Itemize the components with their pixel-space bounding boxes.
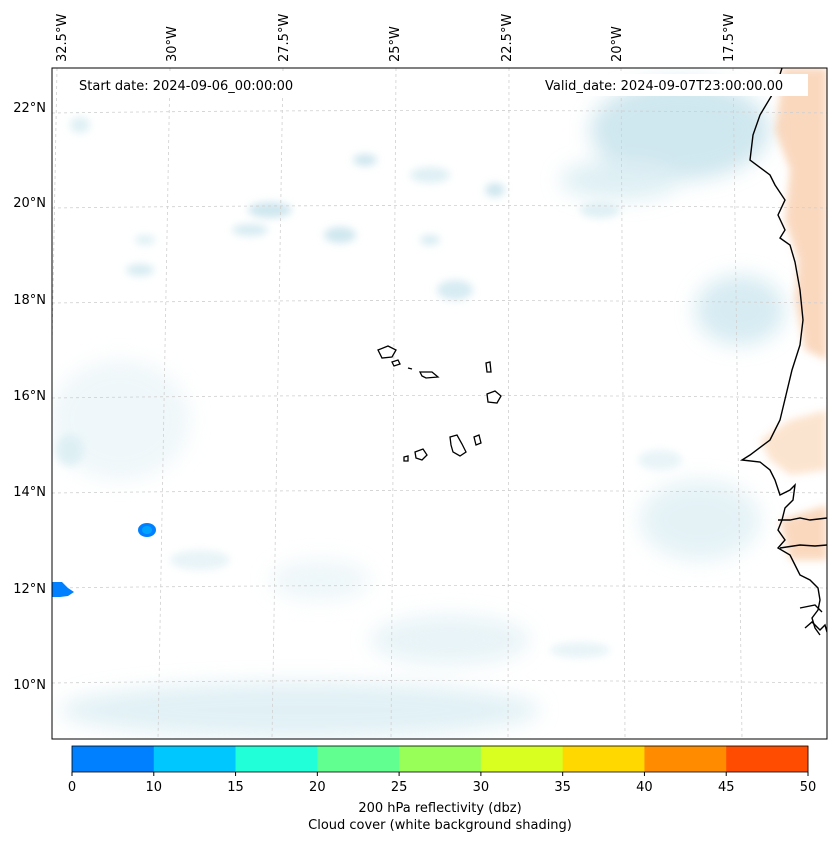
longitude-ticks: 32.5°W 30°W 27.5°W 25°W 22.5°W 20°W 17.5… bbox=[55, 14, 737, 62]
lon-tick-30w: 30°W bbox=[165, 26, 180, 62]
colorbar-tick-label-4: 25 bbox=[391, 780, 408, 795]
colorbar: 0 10 15 20 25 30 35 40 45 50 bbox=[68, 745, 816, 795]
lat-tick-22n: 22°N bbox=[13, 101, 46, 116]
lon-tick-17-5w: 17.5°W bbox=[722, 14, 737, 62]
reflectivity-echoes bbox=[52, 523, 156, 597]
colorbar-ticks: 0 10 15 20 25 30 35 40 45 50 bbox=[68, 772, 816, 795]
colorbar-swatches bbox=[72, 746, 809, 772]
island-santo-antao bbox=[377, 345, 397, 359]
colorbar-swatch-3 bbox=[317, 746, 400, 772]
valid-date-label: Valid_date: 2024-09-07T23:00:00.00 bbox=[545, 79, 783, 94]
lat-tick-10n: 10°N bbox=[13, 678, 46, 693]
island-sao-nicolau bbox=[418, 371, 440, 379]
colorbar-tick-label-1: 10 bbox=[146, 780, 163, 795]
colorbar-tick-label-0: 0 bbox=[68, 780, 76, 795]
colorbar-swatch-7 bbox=[644, 746, 727, 772]
colorbar-label-reflectivity: 200 hPa reflectivity (dbz) bbox=[358, 801, 522, 816]
lat-tick-18n: 18°N bbox=[13, 293, 46, 308]
map-frame bbox=[51, 67, 828, 740]
coastline bbox=[739, 68, 827, 636]
start-date-label: Start date: 2024-09-06_00:00:00 bbox=[79, 79, 293, 94]
colorbar-frame bbox=[71, 745, 809, 773]
colorbar-swatch-6 bbox=[562, 746, 645, 772]
colorbar-swatch-8 bbox=[726, 746, 809, 772]
colorbar-tick-label-7: 40 bbox=[636, 780, 653, 795]
island-boa-vista bbox=[486, 390, 502, 404]
lon-tick-32-5w: 32.5°W bbox=[55, 14, 70, 62]
lon-tick-20w: 20°W bbox=[610, 26, 625, 62]
island-sao-vicente bbox=[391, 359, 401, 367]
colorbar-tick-label-5: 30 bbox=[473, 780, 490, 795]
latitude-ticks: 22°N 20°N 18°N 16°N 14°N 12°N 10°N bbox=[13, 101, 46, 693]
colorbar-swatch-1 bbox=[153, 746, 237, 772]
colorbar-label-cloud-cover: Cloud cover (white background shading) bbox=[308, 818, 572, 833]
valid-date-box bbox=[536, 74, 808, 96]
island-sal bbox=[485, 361, 492, 373]
colorbar-tick-label-9: 50 bbox=[800, 780, 817, 795]
colorbar-tick-label-3: 20 bbox=[309, 780, 326, 795]
cape-verde-islands bbox=[377, 345, 502, 462]
lon-tick-27-5w: 27.5°W bbox=[277, 14, 292, 62]
island-brava bbox=[403, 455, 409, 462]
lat-tick-16n: 16°N bbox=[13, 389, 46, 404]
lat-tick-20n: 20°N bbox=[13, 196, 46, 211]
lat-tick-12n: 12°N bbox=[13, 582, 46, 597]
lon-tick-25w: 25°W bbox=[388, 26, 403, 62]
island-santiago bbox=[449, 434, 467, 457]
graticule bbox=[52, 68, 827, 739]
colorbar-swatch-2 bbox=[235, 746, 318, 772]
colorbar-tick-label-8: 45 bbox=[718, 780, 735, 795]
colorbar-tick-label-6: 35 bbox=[554, 780, 571, 795]
lon-tick-22-5w: 22.5°W bbox=[500, 14, 515, 62]
start-date-box bbox=[68, 74, 318, 96]
cloud-cover-shading bbox=[52, 80, 785, 738]
island-fogo bbox=[414, 448, 428, 461]
lat-tick-14n: 14°N bbox=[13, 485, 46, 500]
colorbar-swatch-0 bbox=[72, 746, 155, 772]
island-santa-luzia bbox=[407, 367, 413, 370]
island-maio bbox=[473, 434, 482, 446]
colorbar-swatch-5 bbox=[480, 746, 564, 772]
colorbar-swatch-4 bbox=[399, 746, 482, 772]
colorbar-tick-label-2: 15 bbox=[227, 780, 244, 795]
